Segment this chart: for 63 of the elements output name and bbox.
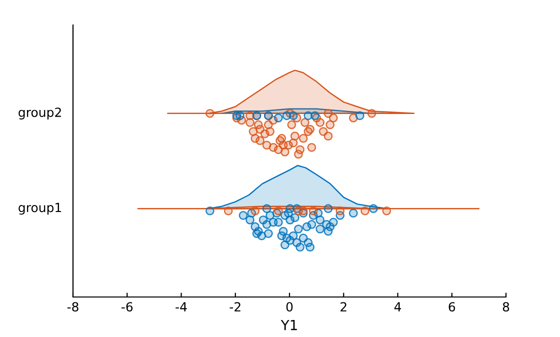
point [250, 206, 260, 216]
point [276, 136, 284, 146]
point [316, 216, 325, 224]
point [307, 220, 316, 229]
point [287, 120, 296, 130]
x-tick-label: -4 [176, 302, 187, 312]
point [382, 206, 392, 216]
point [348, 208, 358, 218]
point [252, 229, 262, 238]
point [238, 210, 248, 220]
point [306, 242, 314, 252]
point [296, 242, 304, 252]
point [294, 224, 303, 234]
point [224, 206, 233, 216]
point [298, 206, 308, 216]
x-tick-label: 8 [502, 302, 510, 312]
point [246, 216, 254, 224]
point [264, 229, 273, 238]
point [367, 108, 376, 118]
point [236, 111, 244, 120]
point [256, 136, 264, 146]
point [274, 218, 283, 227]
text: group1 [18, 202, 62, 215]
point [288, 231, 298, 240]
point [360, 206, 370, 216]
point [262, 204, 272, 214]
x-tick-label: 6 [448, 302, 456, 312]
point [326, 120, 335, 130]
point [290, 132, 300, 140]
point [324, 132, 333, 140]
point [288, 111, 298, 120]
x-tick-label: 0 [286, 302, 293, 312]
point [300, 118, 310, 127]
x-tick-label: 4 [394, 302, 402, 312]
point [324, 226, 333, 236]
point [274, 206, 283, 216]
point [206, 206, 214, 216]
point [298, 134, 308, 143]
x-axis-title: Y1 [280, 320, 297, 330]
x-tick-label: 2 [340, 302, 346, 312]
point [294, 150, 303, 159]
x-tick-label: -8 [67, 302, 78, 312]
point [310, 111, 320, 120]
point [324, 108, 333, 118]
point [306, 124, 314, 134]
point [336, 206, 345, 216]
point [324, 204, 333, 214]
point [280, 148, 290, 156]
point [307, 142, 316, 152]
point [206, 108, 214, 118]
point [355, 111, 364, 120]
point [328, 218, 338, 227]
point [266, 127, 274, 136]
x-tick-label: -6 [122, 302, 133, 312]
text: group2 [18, 108, 61, 120]
point [268, 142, 278, 152]
point [316, 118, 325, 127]
x-tick-label: -2 [230, 302, 240, 312]
point [308, 206, 318, 216]
point [274, 114, 283, 122]
point [368, 204, 378, 214]
point [316, 224, 325, 234]
point [290, 213, 300, 222]
